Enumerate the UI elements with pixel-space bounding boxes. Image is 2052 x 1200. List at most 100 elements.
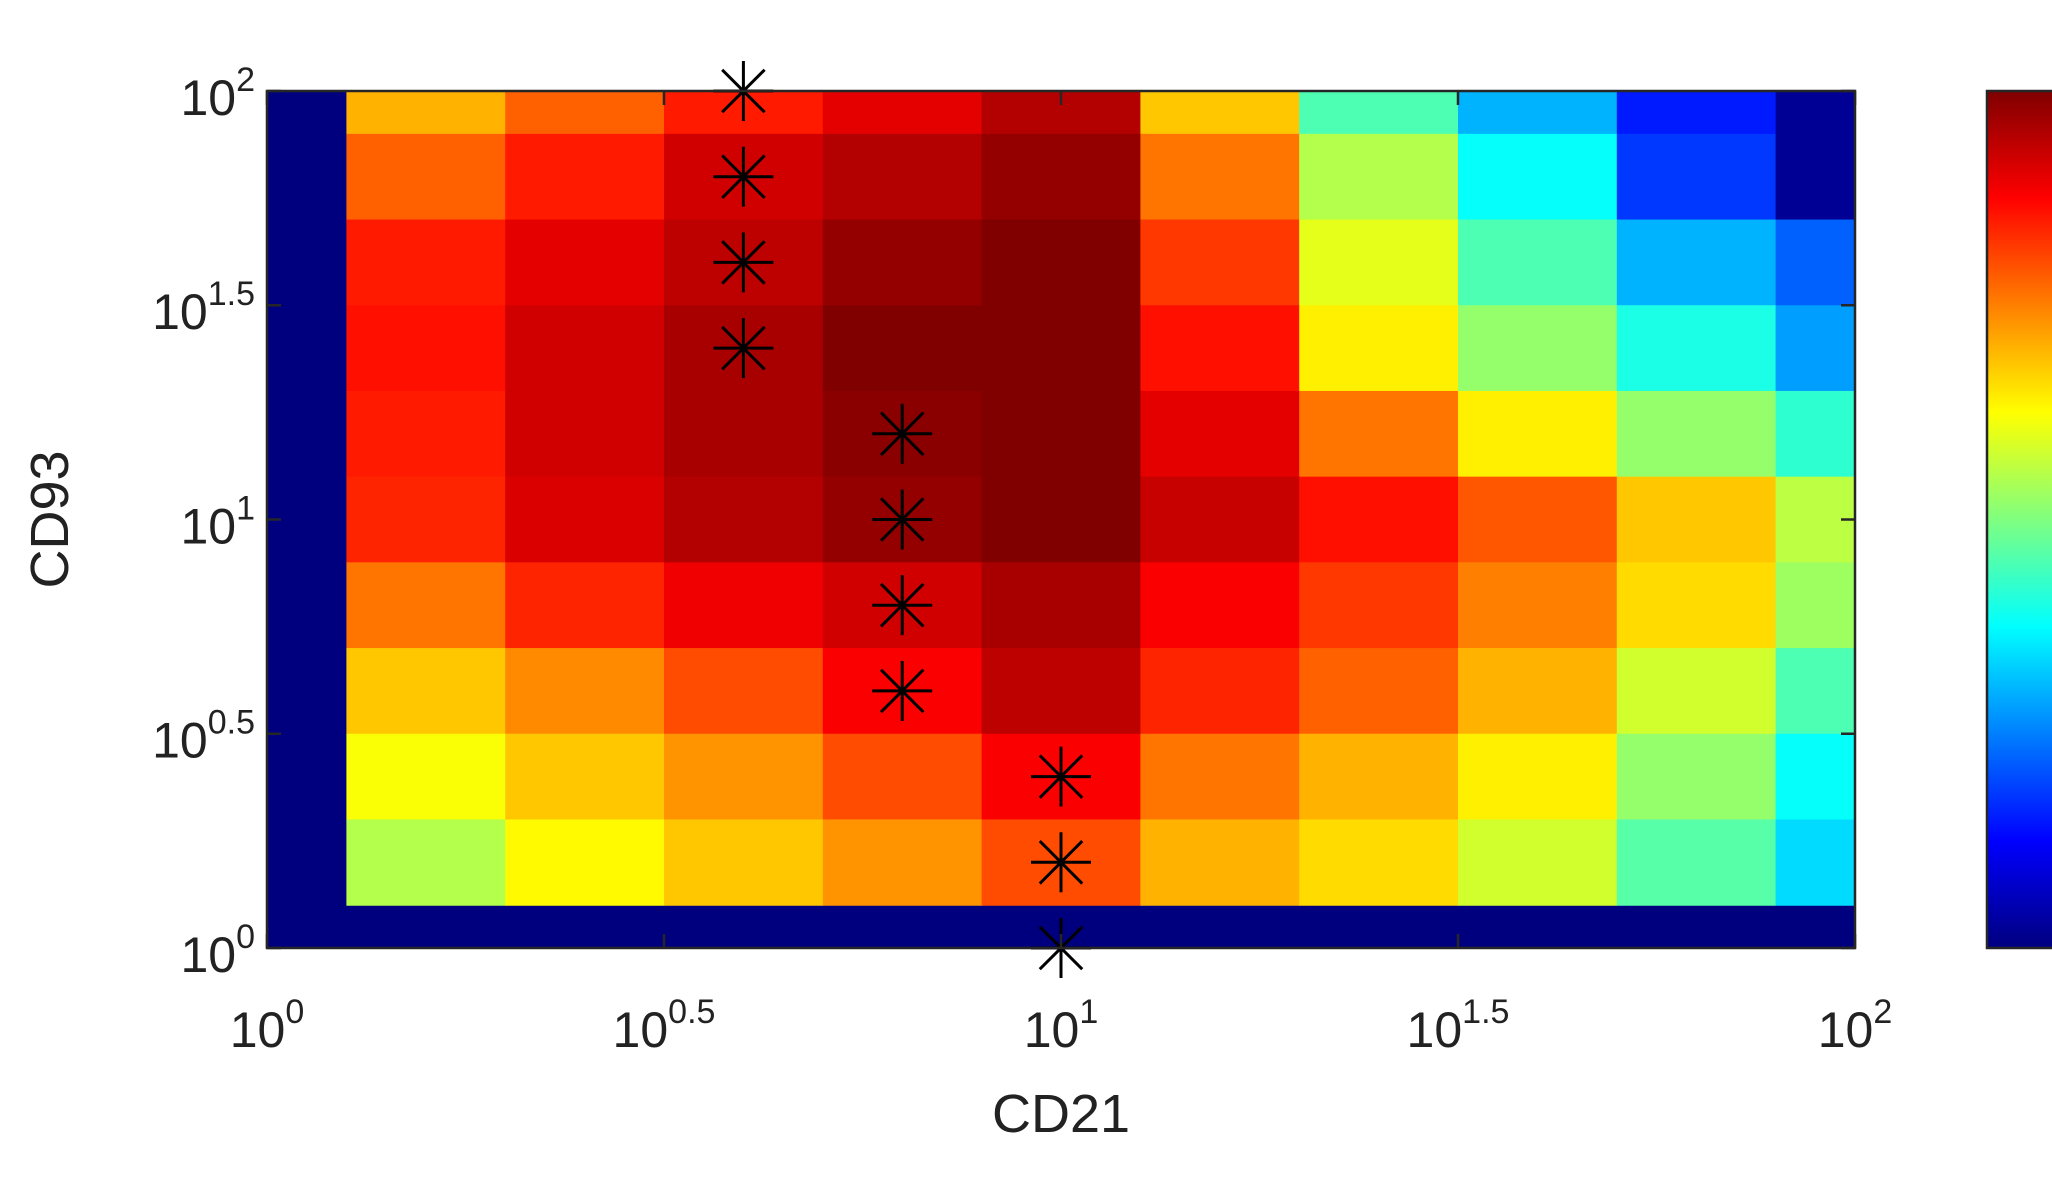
heatmap-cell: [1299, 562, 1459, 649]
heatmap-cell: [1775, 390, 1856, 478]
heatmap-cell: [505, 390, 665, 478]
heatmap-cell: [1775, 819, 1856, 906]
heatmap-cell: [1775, 562, 1856, 649]
heatmap-cell: [1775, 91, 1856, 135]
y-axis-label: CD93: [20, 450, 80, 588]
heatmap-cell: [346, 133, 506, 221]
heatmap-cell: [505, 476, 665, 563]
heatmap-cell: [1616, 562, 1777, 649]
heatmap-cell: [346, 219, 506, 306]
colorbar: [1985, 89, 2052, 950]
heatmap-cell: [346, 476, 506, 563]
x-tick-label: 100: [230, 993, 305, 1058]
heatmap-cell: [1616, 133, 1777, 221]
heatmap-cell: [822, 133, 983, 221]
heatmap-cell: [1458, 133, 1618, 221]
x-tick-label: 100.5: [613, 993, 716, 1058]
heatmap-cell: [1458, 648, 1618, 735]
heatmap-cell: [1616, 819, 1777, 906]
asterisk-marker: [872, 660, 933, 721]
heatmap-cell: [1140, 91, 1300, 135]
heatmap-cell: [1775, 133, 1856, 221]
x-tick-labels: 100 100.5 101 101.5 102: [230, 993, 1893, 1058]
heatmap-cell: [822, 733, 983, 821]
asterisk-marker: [872, 489, 933, 550]
plot-area: [265, 61, 1857, 978]
y-tick-label: 101: [180, 490, 255, 555]
heatmap-cell: [346, 305, 506, 392]
heatmap-cell: [1616, 476, 1777, 563]
heatmap-cell: [346, 733, 506, 821]
heatmap-cell: [1458, 305, 1618, 392]
heatmap-cell: [822, 305, 983, 392]
heatmap-cell: [1299, 91, 1459, 135]
heatmap-cell: [981, 305, 1141, 392]
asterisk-marker: [1031, 746, 1091, 807]
heatmap-cell: [1775, 733, 1856, 821]
heatmap-cell: [1140, 648, 1300, 735]
heatmap-cell: [1140, 219, 1300, 306]
y-tick-label: 100.5: [152, 704, 255, 769]
heatmap-cell: [822, 91, 983, 135]
heatmap-cell: [1458, 819, 1618, 906]
heatmap-cell: [1616, 91, 1777, 135]
heatmap-cell: [505, 819, 665, 906]
heatmap-cell: [1140, 390, 1300, 478]
y-tick-labels: 100 100.5 101 101.5 102: [152, 61, 255, 983]
heatmap-cell: [981, 562, 1141, 649]
asterisk-marker: [713, 146, 774, 207]
heatmap-cell: [981, 133, 1141, 221]
heatmap-cell: [1140, 733, 1300, 821]
heatmap-cell: [505, 305, 665, 392]
heatmap-cell: [1458, 733, 1618, 821]
heatmap-cell: [664, 476, 824, 563]
heatmap-cell: [1299, 390, 1459, 478]
heatmap-cell: [505, 91, 665, 135]
heatmap-cell: [1616, 733, 1777, 821]
heatmap-cell: [822, 819, 983, 906]
heatmap-cell: [1458, 476, 1618, 563]
heatmap-cell: [1299, 219, 1459, 306]
heatmap-cell: [505, 648, 665, 735]
colorbar-gradient: [1985, 89, 2052, 950]
heatmap-cell: [1616, 648, 1777, 735]
asterisk-marker: [872, 403, 933, 464]
x-tick-label: 101: [1024, 993, 1099, 1058]
heatmap-cells: [346, 91, 1856, 906]
y-tick-label: 102: [180, 61, 255, 126]
heatmap-cell: [1775, 648, 1856, 735]
heatmap-cell: [664, 648, 824, 735]
heatmap-cell: [505, 133, 665, 221]
asterisk-marker: [713, 232, 774, 293]
heatmap-cell: [505, 562, 665, 649]
heatmap-cell: [1140, 305, 1300, 392]
heatmap-cell: [1458, 219, 1618, 306]
heatmap-cell: [1140, 819, 1300, 906]
heatmap-cell: [1140, 562, 1300, 649]
heatmap-cell: [1299, 476, 1459, 563]
x-axis-label: CD21: [992, 1084, 1130, 1144]
heatmap-cell: [1299, 733, 1459, 821]
heatmap-cell: [1616, 219, 1777, 306]
asterisk-marker: [713, 318, 774, 379]
x-tick-label: 101.5: [1407, 993, 1510, 1058]
heatmap-cell: [1458, 390, 1618, 478]
heatmap-cell: [1616, 390, 1777, 478]
asterisk-marker: [1031, 832, 1091, 893]
heatmap-cell: [822, 219, 983, 306]
heatmap-cell: [981, 648, 1141, 735]
heatmap-cell: [981, 390, 1141, 478]
y-tick-label: 101.5: [152, 275, 255, 340]
heatmap-cell: [346, 390, 506, 478]
heatmap-cell: [1140, 476, 1300, 563]
tick-marks: [265, 89, 1857, 950]
heatmap-cell: [1299, 648, 1459, 735]
heatmap-cell: [346, 91, 506, 135]
heatmap-cell: [346, 819, 506, 906]
heatmap-cell: [505, 733, 665, 821]
x-tick-label: 102: [1818, 993, 1893, 1058]
heatmap-cell: [664, 562, 824, 649]
heatmap-cell: [664, 819, 824, 906]
asterisk-marker: [872, 575, 933, 636]
